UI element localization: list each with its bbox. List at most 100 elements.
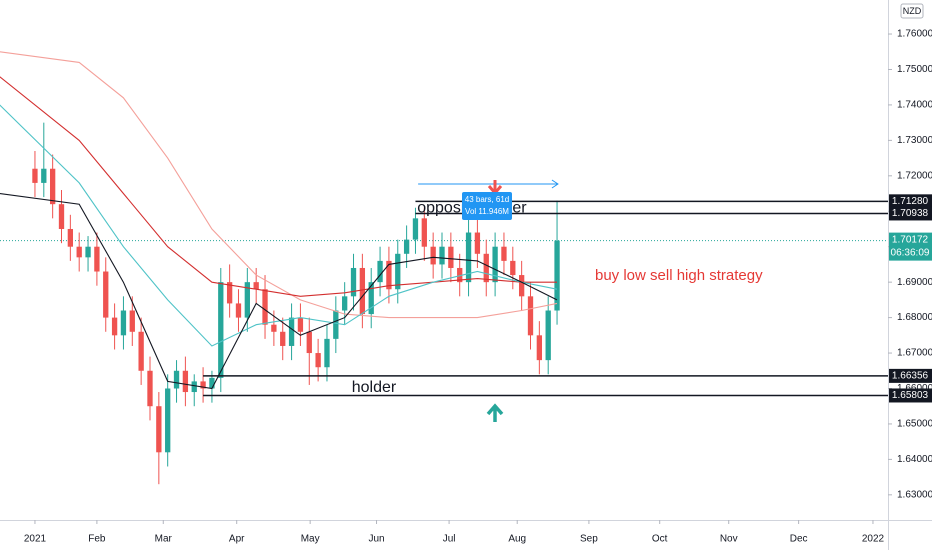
candle-body [510,260,516,276]
candle-body [271,324,277,332]
moving-average [0,51,558,319]
currency-box[interactable] [900,3,924,19]
candle-body [333,310,339,339]
y-tick-label: 1.74000 [897,100,932,111]
candle-body [342,296,348,311]
y-tick-label: 1.67000 [897,348,932,359]
candle-body [288,317,295,346]
candle-body [218,282,224,378]
x-tick-label: Aug [508,534,526,545]
level-label: 1.71280 [892,196,929,207]
x-tick-label: Sep [580,534,598,545]
candle-body [395,253,401,290]
candle-body [368,282,374,315]
candle-body [262,289,268,325]
candle-body [67,228,74,247]
candle-body [457,267,463,283]
candle-body [465,232,472,283]
candle-body [103,271,109,318]
candle-body [297,317,304,332]
level-label-box [889,194,932,209]
x-tick-label: May [301,534,320,545]
level-label: 1.70938 [892,208,929,219]
y-tick-label: 1.73000 [897,135,932,146]
y-tick-label: 1.69000 [897,277,932,288]
candle-body [235,303,242,318]
x-tick-label: Nov [720,534,738,545]
candle-body [306,331,312,354]
candle-body [412,218,419,240]
last-price-label: 1.70172 [892,234,929,245]
candle-body [41,168,47,183]
currency: NZD [903,6,922,16]
candle-body [129,310,135,332]
x-tick-label: 2021 [24,534,47,545]
y-tick-label: 1.65000 [897,419,932,430]
candle-body [182,370,189,393]
candle-body [403,239,410,254]
x-tick-label: Dec [790,534,808,545]
green-up-arrow [486,403,504,422]
x-tick-label: Jun [368,534,384,545]
range-arrow-head [551,179,559,189]
candle-body [421,218,427,247]
moving-average [0,104,558,347]
candle-body [244,282,250,318]
candle-body [156,406,162,453]
level-label: 1.65803 [892,390,929,401]
candle-body [94,246,100,272]
candle-body [200,381,206,389]
y-tick-label: 1.76000 [897,29,932,40]
measure-box [462,192,512,220]
candle-body [430,246,436,265]
candle-body [173,370,180,389]
level-label-box [889,368,932,383]
candle-body [386,260,392,290]
candle-body [483,253,489,283]
moving-average [0,192,558,390]
candle-body [49,168,56,205]
candle-body [439,246,445,265]
candle-body [253,282,259,290]
candle-body [359,267,366,315]
x-tick-label: Feb [88,534,106,545]
candle-body [527,296,534,336]
candle-body [165,388,171,453]
candle-body [518,275,525,297]
candle-body [209,377,215,389]
last-price-box [889,232,932,261]
candle-body [324,338,330,368]
candle-body [474,232,481,254]
x-tick-label: Oct [652,534,668,545]
moving-average [0,76,557,297]
candle-body [58,204,65,229]
candle-body [85,246,91,258]
candle-body [138,331,144,371]
countdown: 06:36:09 [891,247,930,258]
candle-body [554,240,560,311]
candle-body [32,168,38,183]
y-tick-label: 1.68000 [897,312,932,323]
x-tick-label: Jul [443,534,456,545]
level-label-box [889,388,932,403]
candle-body [448,246,454,268]
y-tick-label: 1.64000 [897,454,932,465]
annotation: holder [352,379,397,396]
y-tick-label: 1.63000 [897,489,932,500]
candle-body [536,335,543,361]
candle-body [545,310,551,361]
y-tick-label: 1.72000 [897,170,932,181]
candle-body [111,317,118,336]
x-tick-label: 2022 [862,534,885,545]
candle-body [147,370,153,407]
candle-body [76,246,82,258]
x-tick-label: Apr [229,534,245,545]
candle-body [492,246,498,283]
level-label: 1.66356 [892,371,929,382]
candle-body [315,353,321,368]
candle-body [226,282,233,304]
level-label-box [889,206,932,221]
candle-body [377,260,383,283]
candle-body [191,381,197,393]
